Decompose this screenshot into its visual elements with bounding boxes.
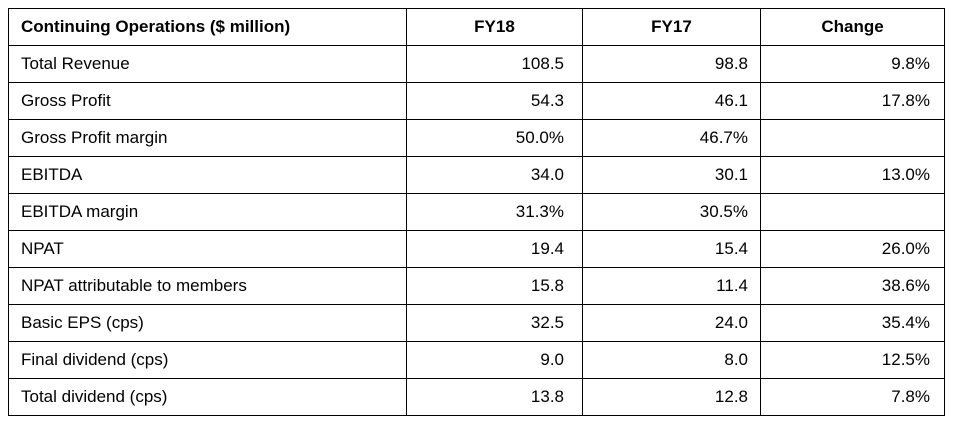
fy18-value-cell: 15.8	[406, 267, 583, 305]
table-row: NPAT 19.4 15.4 26.0%	[8, 230, 945, 268]
fy17-value-cell: 46.7%	[582, 119, 761, 157]
change-value-cell	[760, 119, 945, 157]
fy17-value-cell: 30.1	[582, 156, 761, 194]
change-value-cell: 12.5%	[760, 341, 945, 379]
fy17-value-cell: 98.8	[582, 45, 761, 83]
header-fy17: FY17	[582, 8, 761, 46]
row-label-cell: NPAT	[8, 230, 407, 268]
row-label-cell: Final dividend (cps)	[8, 341, 407, 379]
table-row: Basic EPS (cps) 32.5 24.0 35.4%	[8, 304, 945, 342]
fy17-value-cell: 24.0	[582, 304, 761, 342]
continuing-operations-table: Continuing Operations ($ million) FY18 F…	[8, 8, 945, 416]
change-value-cell: 13.0%	[760, 156, 945, 194]
row-label-cell: Total dividend (cps)	[8, 378, 407, 416]
fy17-value-cell: 12.8	[582, 378, 761, 416]
change-value-cell: 7.8%	[760, 378, 945, 416]
row-label-cell: Total Revenue	[8, 45, 407, 83]
change-value-cell: 9.8%	[760, 45, 945, 83]
table-row: Total dividend (cps) 13.8 12.8 7.8%	[8, 378, 945, 416]
change-value-cell: 35.4%	[760, 304, 945, 342]
table-row: EBITDA margin 31.3% 30.5%	[8, 193, 945, 231]
change-value-cell: 38.6%	[760, 267, 945, 305]
table-row: NPAT attributable to members 15.8 11.4 38.6…	[8, 267, 945, 305]
fy18-value-cell: 9.0	[406, 341, 583, 379]
table-row: Gross Profit 54.3 46.1 17.8%	[8, 82, 945, 120]
fy18-value-cell: 13.8	[406, 378, 583, 416]
fy18-value-cell: 108.5	[406, 45, 583, 83]
table-row: Gross Profit margin 50.0% 46.7%	[8, 119, 945, 157]
change-value-cell: 26.0%	[760, 230, 945, 268]
table-row: Total Revenue 108.5 98.8 9.8%	[8, 45, 945, 83]
row-label-cell: Gross Profit margin	[8, 119, 407, 157]
fy18-value-cell: 19.4	[406, 230, 583, 268]
fy17-value-cell: 11.4	[582, 267, 761, 305]
table-row: EBITDA 34.0 30.1 13.0%	[8, 156, 945, 194]
fy17-value-cell: 8.0	[582, 341, 761, 379]
fy17-value-cell: 30.5%	[582, 193, 761, 231]
table-body: Total Revenue 108.5 98.8 9.8% Gross Profit 54…	[8, 45, 945, 416]
table-row: Final dividend (cps) 9.0 8.0 12.5%	[8, 341, 945, 379]
row-label-cell: EBITDA margin	[8, 193, 407, 231]
row-label-cell: NPAT attributable to members	[8, 267, 407, 305]
fy17-value-cell: 15.4	[582, 230, 761, 268]
fy18-value-cell: 54.3	[406, 82, 583, 120]
header-change: Change	[760, 8, 945, 46]
row-label-cell: Basic EPS (cps)	[8, 304, 407, 342]
change-value-cell	[760, 193, 945, 231]
fy17-value-cell: 46.1	[582, 82, 761, 120]
fy18-value-cell: 50.0%	[406, 119, 583, 157]
fy18-value-cell: 32.5	[406, 304, 583, 342]
row-label-cell: EBITDA	[8, 156, 407, 194]
header-fy18: FY18	[406, 8, 583, 46]
change-value-cell: 17.8%	[760, 82, 945, 120]
fy18-value-cell: 34.0	[406, 156, 583, 194]
table-header-row: Continuing Operations ($ million) FY18 F…	[8, 8, 945, 46]
row-label-cell: Gross Profit	[8, 82, 407, 120]
fy18-value-cell: 31.3%	[406, 193, 583, 231]
header-continuing-operations: Continuing Operations ($ million)	[8, 8, 407, 46]
